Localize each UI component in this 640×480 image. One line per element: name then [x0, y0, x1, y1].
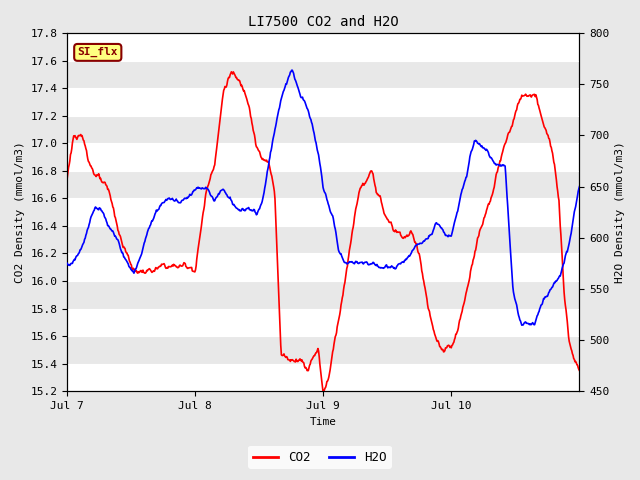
- Bar: [67, 88, 579, 116]
- Bar: [67, 253, 579, 281]
- Y-axis label: CO2 Density (mmol/m3): CO2 Density (mmol/m3): [15, 141, 25, 283]
- Y-axis label: H2O Density (mmol/m3): H2O Density (mmol/m3): [615, 141, 625, 283]
- Bar: [67, 364, 579, 391]
- X-axis label: Time: Time: [310, 417, 337, 427]
- Bar: [67, 33, 579, 60]
- Text: SI_flx: SI_flx: [77, 47, 118, 58]
- Title: LI7500 CO2 and H2O: LI7500 CO2 and H2O: [248, 15, 399, 29]
- Legend: CO2, H2O: CO2, H2O: [248, 446, 392, 469]
- Bar: [67, 309, 579, 336]
- Bar: [67, 143, 579, 171]
- Bar: [67, 198, 579, 226]
